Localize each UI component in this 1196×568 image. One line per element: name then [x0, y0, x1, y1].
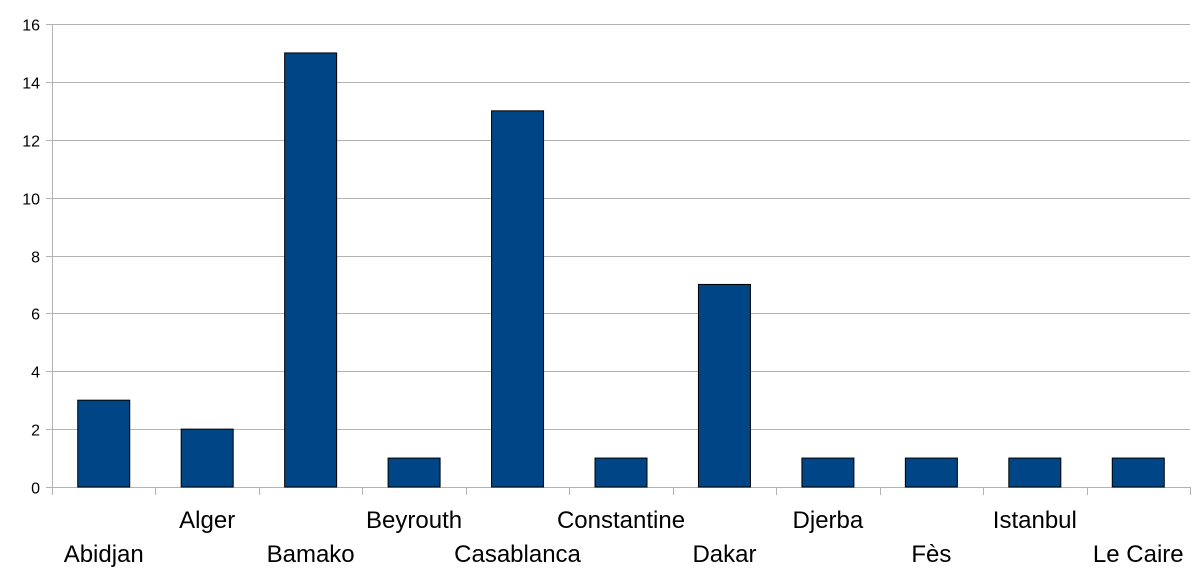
x-category-label: Bamako [267, 541, 355, 568]
x-category-label: Djerba [793, 507, 864, 534]
bar-layer [77, 52, 1165, 488]
x-category-label: Le Caire [1093, 541, 1184, 568]
y-tick-label: 6 [31, 307, 40, 324]
bar-abidjan [77, 399, 131, 488]
y-tick-label: 16 [22, 18, 40, 35]
bar-f-s [904, 457, 958, 488]
bar-constantine [594, 457, 648, 488]
x-category-label: Abidjan [64, 541, 144, 568]
bar-djerba [801, 457, 855, 488]
x-category-label: Beyrouth [366, 507, 462, 534]
x-category-label: Casablanca [454, 541, 581, 568]
x-category-label: Dakar [692, 541, 756, 568]
x-category-label: Alger [179, 507, 235, 534]
grid-layer [46, 24, 1190, 488]
x-category-labels: Abidjan Alger Bamako Beyrouth Casablanca Cons… [64, 507, 1184, 568]
y-tick-labels: 0 2 4 6 8 10 12 14 16 [22, 18, 40, 498]
bar-bamako [284, 52, 338, 488]
bar-beyrouth [387, 457, 441, 488]
bar-alger [180, 428, 234, 488]
bar-istanbul [1008, 457, 1062, 488]
x-category-label: Istanbul [993, 507, 1077, 534]
y-tick-label: 10 [22, 192, 40, 209]
x-category-label: Constantine [557, 507, 685, 534]
y-tick-label: 14 [22, 76, 40, 93]
y-tick-label: 12 [22, 134, 40, 151]
y-tick-label: 4 [31, 365, 40, 382]
axis-layer [52, 24, 1191, 495]
y-tick-label: 2 [31, 423, 40, 440]
bar-casablanca [491, 110, 545, 488]
bar-dakar [697, 283, 751, 488]
y-tick-label: 8 [31, 250, 40, 267]
x-category-label: Fès [911, 541, 951, 568]
y-tick-label: 0 [31, 481, 40, 498]
bar-le-caire [1111, 457, 1165, 488]
